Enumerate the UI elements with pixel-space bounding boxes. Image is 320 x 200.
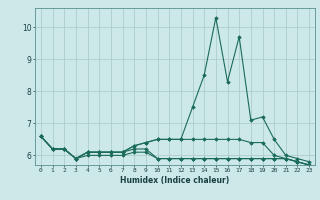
X-axis label: Humidex (Indice chaleur): Humidex (Indice chaleur) xyxy=(120,176,230,185)
